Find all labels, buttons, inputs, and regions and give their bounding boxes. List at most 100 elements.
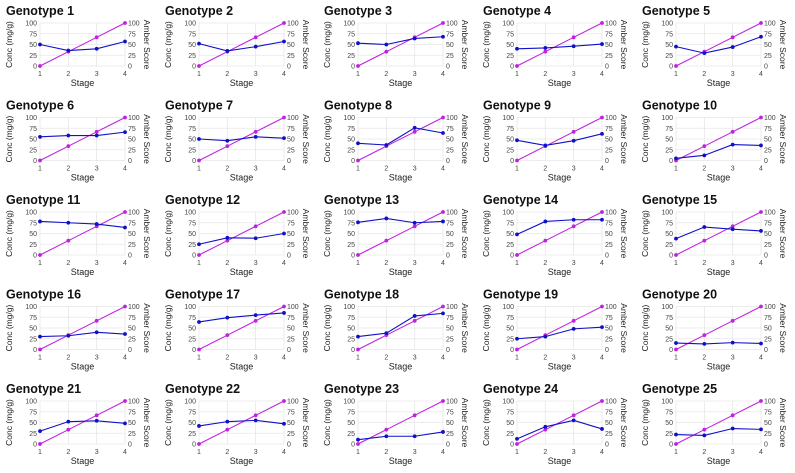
y2-tick-label: 25 <box>605 242 613 249</box>
conc-point <box>571 326 576 331</box>
conc-point <box>94 418 99 423</box>
x-tick-label: 3 <box>572 260 576 267</box>
x-tick-label: 3 <box>572 71 576 78</box>
y2-tick-label: 0 <box>128 158 132 165</box>
y2-axis-label: Amber Score <box>619 209 629 259</box>
y2-tick-label: 25 <box>605 147 613 154</box>
y2-tick-label: 0 <box>446 442 450 449</box>
amber-score-point <box>730 224 735 229</box>
y2-tick-label: 50 <box>287 231 295 238</box>
y-axis-label: Conc (mg/g) <box>322 304 332 351</box>
amber-score-point <box>356 442 360 446</box>
amber-score-point <box>38 253 42 257</box>
conc-line <box>675 226 762 240</box>
panel-title: Genotype 21 <box>6 382 81 396</box>
y2-tick-label: 25 <box>128 53 136 60</box>
x-tick-label: 4 <box>600 71 604 78</box>
conc-point <box>253 44 258 49</box>
panel-title: Genotype 6 <box>6 99 74 113</box>
y-tick-label: 100 <box>661 304 673 311</box>
amber-score-point <box>384 427 389 432</box>
conc-line <box>198 232 285 245</box>
conc-point <box>282 136 286 141</box>
genotype-panel: Genotype 19 0 25 50 75 100 0 25 50 75 100 1 2 3 4 Stage… <box>481 288 629 372</box>
y2-tick-label: 100 <box>287 304 299 311</box>
y2-axis-label: Amber Score <box>301 114 311 164</box>
y-tick-label: 100 <box>343 21 355 28</box>
y-tick-label: 75 <box>188 31 196 38</box>
x-tick-label: 4 <box>123 260 127 267</box>
y2-tick-label: 100 <box>446 399 458 406</box>
x-tick-label: 4 <box>600 449 604 456</box>
y2-tick-label: 50 <box>605 231 613 238</box>
y2-axis-label: Amber Score <box>778 114 788 164</box>
y2-axis-label: Amber Score <box>142 398 152 448</box>
x-tick-label: 4 <box>123 166 127 173</box>
amber-score-point <box>515 253 519 257</box>
y-tick-label: 100 <box>502 115 514 122</box>
conc-point <box>225 138 230 143</box>
conc-point <box>225 419 230 424</box>
amber-score-point <box>38 347 42 352</box>
x-axis-label: Stage <box>230 362 254 372</box>
conc-point <box>543 219 548 224</box>
amber-score-line <box>675 22 762 67</box>
y2-tick-label: 100 <box>605 115 617 122</box>
genotype-panel: Genotype 7 0 25 50 75 100 0 25 50 75 100 1 2 3 4 Stage C… <box>163 99 311 183</box>
y2-tick-label: 75 <box>446 31 454 38</box>
y2-tick-label: 75 <box>446 126 454 133</box>
x-axis-label: Stage <box>389 267 413 277</box>
y2-tick-label: 100 <box>605 210 617 217</box>
x-tick-label: 1 <box>515 166 519 173</box>
y-axis-label: Conc (mg/g) <box>4 304 14 351</box>
panel-title: Genotype 7 <box>165 99 233 113</box>
y-axis-label: Conc (mg/g) <box>163 21 173 68</box>
y2-tick-label: 50 <box>446 231 454 238</box>
x-tick-label: 3 <box>413 71 417 78</box>
x-tick-label: 4 <box>600 260 604 267</box>
conc-point <box>543 143 548 148</box>
genotype-panel: Genotype 14 0 25 50 75 100 0 25 50 75 100 1 2 3 4 Stage… <box>481 193 629 277</box>
amber-score-point <box>515 158 519 163</box>
x-axis-label: Stage <box>389 173 413 183</box>
amber-score-point <box>356 347 360 352</box>
x-tick-label: 3 <box>572 166 576 173</box>
conc-point <box>543 46 548 50</box>
y2-axis-label: Amber Score <box>778 20 788 70</box>
y-tick-label: 0 <box>33 158 37 165</box>
y2-tick-label: 75 <box>764 31 772 38</box>
x-tick-label: 2 <box>543 71 547 78</box>
conc-point <box>571 44 576 49</box>
y2-axis-label: Amber Score <box>460 114 470 164</box>
y2-tick-label: 100 <box>128 21 140 28</box>
y2-tick-label: 0 <box>446 347 450 354</box>
y2-tick-label: 100 <box>287 21 299 28</box>
y2-tick-label: 50 <box>446 326 454 333</box>
y2-tick-label: 75 <box>287 126 295 133</box>
conc-line <box>39 331 126 338</box>
x-axis-label: Stage <box>389 456 413 466</box>
conc-point <box>384 331 389 336</box>
y-tick-label: 25 <box>29 147 37 154</box>
y-tick-label: 50 <box>506 137 514 144</box>
panel-title: Genotype 23 <box>324 382 399 396</box>
y2-tick-label: 50 <box>605 420 613 427</box>
y2-tick-label: 75 <box>128 220 136 227</box>
y-tick-label: 75 <box>29 409 37 416</box>
y-tick-label: 50 <box>347 231 355 238</box>
amber-score-point <box>356 253 360 257</box>
amber-score-point <box>282 115 286 120</box>
amber-score-line <box>357 117 444 161</box>
y2-tick-label: 50 <box>287 420 295 427</box>
x-tick-label: 1 <box>197 449 201 456</box>
conc-point <box>412 434 417 439</box>
conc-point <box>759 229 763 233</box>
y-tick-label: 75 <box>665 315 673 322</box>
conc-point <box>253 134 258 139</box>
amber-score-point <box>123 304 127 309</box>
y2-tick-label: 100 <box>128 115 140 122</box>
amber-score-line <box>198 211 285 256</box>
amber-score-point <box>356 64 360 68</box>
x-axis-label: Stage <box>71 456 95 466</box>
conc-point <box>38 219 42 224</box>
